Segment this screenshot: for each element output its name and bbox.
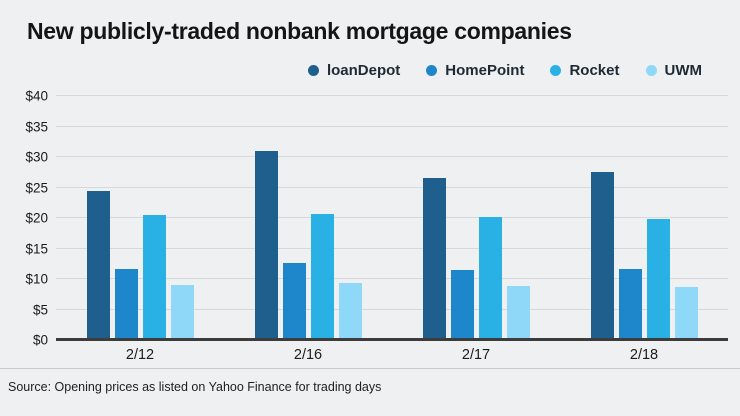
x-tick-label: 2/18 xyxy=(629,347,659,363)
chart-area: $0 $5 $10 $15 $20 $25 $30 $35 $40 2/12 2/16 2/17 2/… xyxy=(12,89,728,366)
bar-HomePoint xyxy=(618,268,642,340)
bar-loanDepot xyxy=(86,190,110,340)
bar-HomePoint xyxy=(450,269,474,340)
bar-loanDepot xyxy=(590,172,614,340)
bar-group xyxy=(56,96,224,340)
legend-item-loanDepot: loanDepot xyxy=(307,62,401,79)
bar-group xyxy=(560,96,728,340)
x-axis-labels: 2/12 2/16 2/17 2/18 xyxy=(56,340,728,366)
bar-Rocket xyxy=(310,214,334,340)
y-tick-label: $20 xyxy=(25,210,48,226)
footer: Source: Opening prices as listed on Yaho… xyxy=(0,368,740,416)
y-tick-label: $40 xyxy=(25,88,48,104)
legend-label: loanDepot xyxy=(326,62,401,79)
plot-area xyxy=(56,95,728,341)
legend-dot-icon xyxy=(550,65,562,76)
y-axis-labels: $0 $5 $10 $15 $20 $25 $30 $35 $40 xyxy=(12,89,56,348)
source-note: Source: Opening prices as listed on Yaho… xyxy=(8,380,382,394)
x-axis-baseline xyxy=(56,338,728,341)
bar-group xyxy=(392,96,560,340)
legend-label: Rocket xyxy=(569,62,620,79)
gridline xyxy=(56,156,728,157)
bar-HomePoint xyxy=(114,269,138,340)
legend-dot-icon xyxy=(645,65,657,76)
bar-loanDepot xyxy=(254,150,278,340)
bar-Rocket xyxy=(646,218,670,340)
y-tick-label: $5 xyxy=(32,302,48,317)
y-tick-label: $0 xyxy=(32,332,48,348)
legend-item-Rocket: Rocket xyxy=(550,62,620,79)
chart-title: New publicly-traded nonbank mortgage com… xyxy=(27,18,572,44)
y-tick-label: $10 xyxy=(25,271,48,287)
legend-item-UWM: UWM xyxy=(645,62,703,79)
gridline xyxy=(56,217,728,218)
y-tick-label: $15 xyxy=(25,241,48,256)
gridline xyxy=(56,125,728,127)
gridline xyxy=(56,247,728,249)
x-tick-label: 2/16 xyxy=(293,347,323,363)
bar-loanDepot xyxy=(422,178,446,340)
gridline xyxy=(56,95,728,96)
bar-group xyxy=(224,96,392,340)
legend-dot-icon xyxy=(426,65,438,76)
bar-UWM xyxy=(338,283,362,340)
y-tick-label: $35 xyxy=(25,119,48,134)
x-tick-label: 2/17 xyxy=(461,347,491,363)
gridline xyxy=(56,186,728,188)
y-tick-label: $25 xyxy=(25,180,48,195)
legend-label: HomePoint xyxy=(445,62,525,79)
y-tick-label: $30 xyxy=(25,149,48,165)
x-tick-label: 2/12 xyxy=(125,347,155,363)
legend-item-HomePoint: HomePoint xyxy=(426,62,524,79)
bar-Rocket xyxy=(478,216,502,340)
gridline xyxy=(56,278,728,279)
bar-UWM xyxy=(506,285,530,340)
bar-UWM xyxy=(674,286,698,340)
legend: loanDepot HomePoint Rocket UWM xyxy=(307,62,703,79)
legend-label: UWM xyxy=(664,62,703,79)
bar-UWM xyxy=(170,285,194,340)
bar-HomePoint xyxy=(282,263,306,340)
legend-dot-icon xyxy=(307,65,319,76)
bar-groups xyxy=(56,96,728,340)
bar-Rocket xyxy=(142,214,166,340)
gridline xyxy=(56,308,728,310)
